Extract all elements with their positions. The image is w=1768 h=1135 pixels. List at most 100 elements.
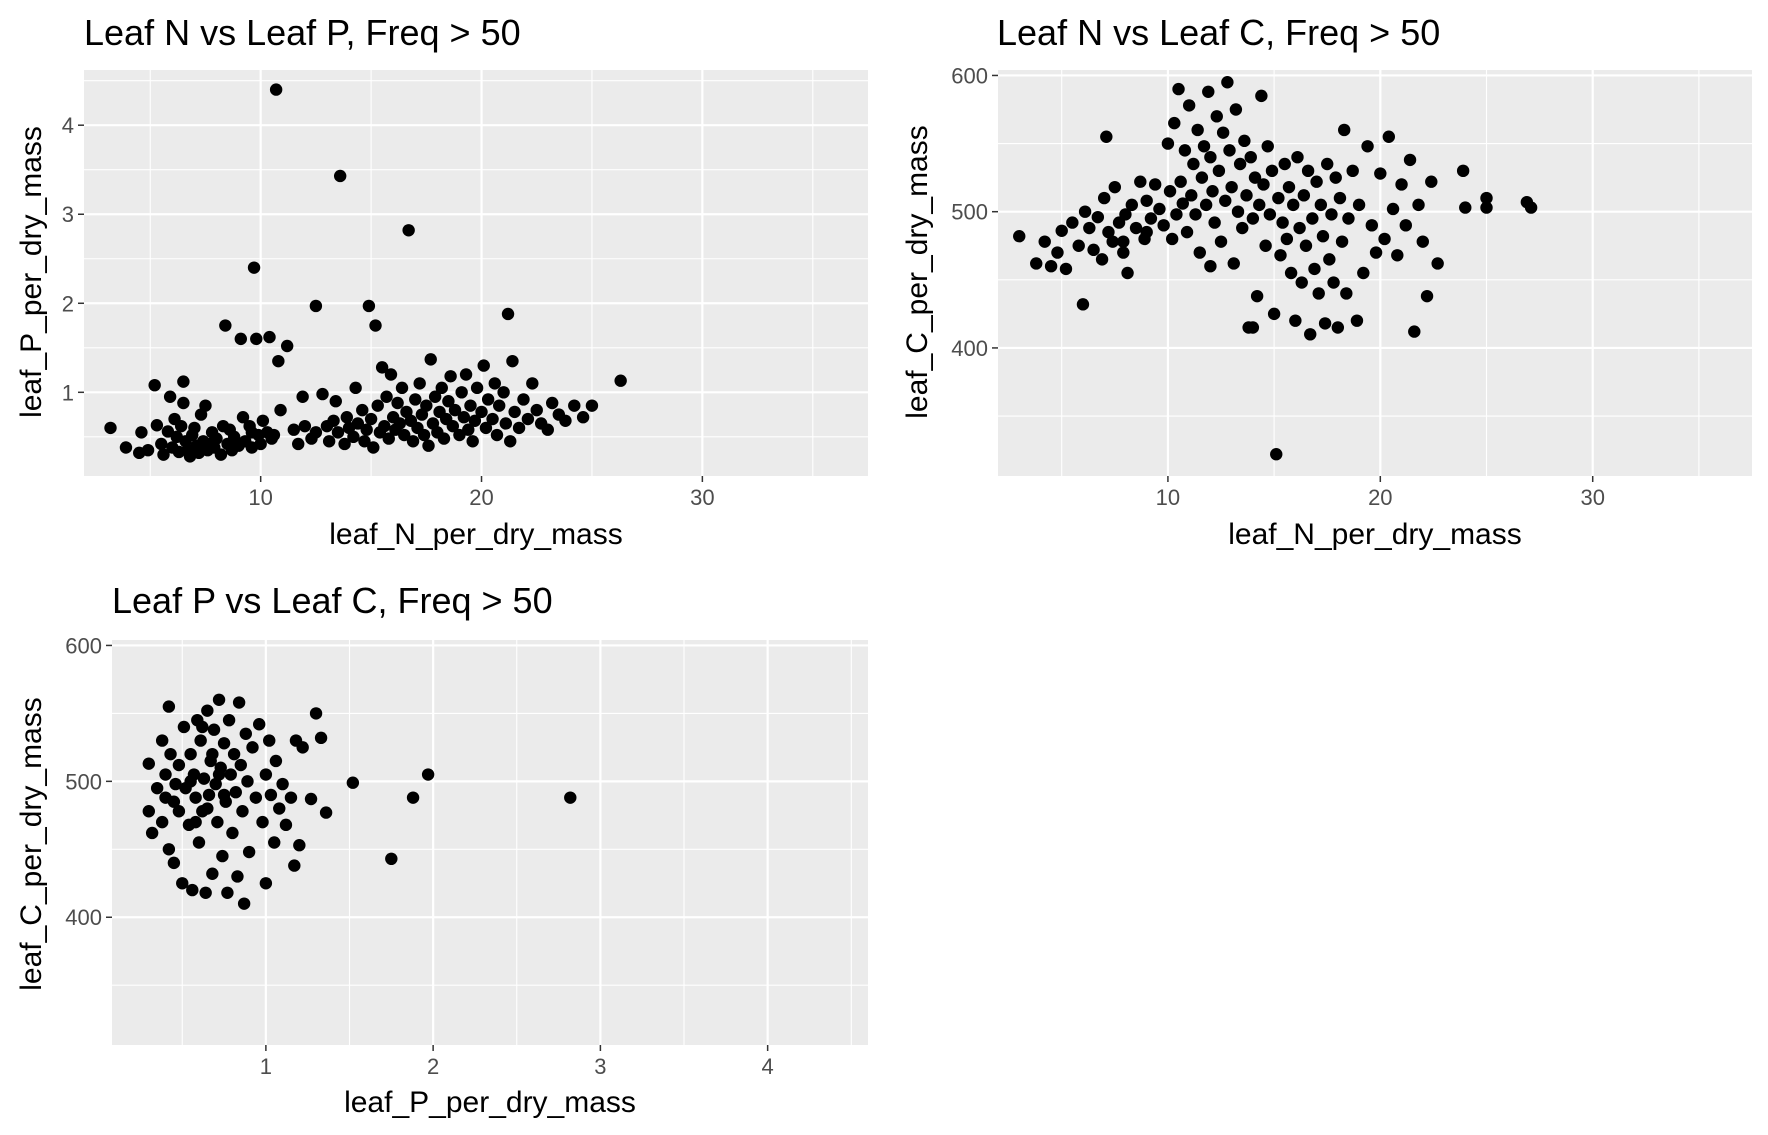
data-point xyxy=(413,377,426,390)
data-point xyxy=(1097,191,1111,205)
data-point xyxy=(192,836,206,849)
data-point xyxy=(424,353,437,366)
data-point xyxy=(162,700,176,713)
data-point xyxy=(1078,205,1092,218)
data-point xyxy=(254,437,267,451)
data-point xyxy=(188,421,201,435)
data-point xyxy=(1253,198,1266,212)
data-point xyxy=(1197,140,1211,153)
data-point xyxy=(1272,191,1285,205)
data-point xyxy=(1295,276,1308,289)
data-point xyxy=(225,443,239,457)
data-point xyxy=(1134,175,1147,188)
data-point xyxy=(1382,130,1396,143)
data-point xyxy=(234,758,247,772)
x-tick-label: 30 xyxy=(690,485,714,510)
data-point xyxy=(164,747,177,761)
data-point xyxy=(247,261,261,274)
data-point xyxy=(393,417,407,430)
x-tick-label: 1 xyxy=(260,1054,272,1079)
data-point xyxy=(442,395,455,408)
plot-area: 10 20 30 1 2 3 4 xyxy=(62,70,868,510)
data-point xyxy=(1255,89,1268,103)
data-point xyxy=(1102,225,1115,239)
data-point xyxy=(1278,157,1291,171)
data-point xyxy=(222,713,236,727)
data-point xyxy=(464,399,477,412)
data-point xyxy=(196,720,209,734)
data-point xyxy=(169,777,182,791)
data-point xyxy=(1140,225,1153,239)
data-point xyxy=(269,83,283,96)
data-point xyxy=(1185,189,1198,202)
data-point xyxy=(1369,246,1383,259)
data-point xyxy=(1204,150,1217,164)
data-point xyxy=(239,727,253,740)
data-point xyxy=(1246,321,1260,334)
data-point xyxy=(1284,266,1298,280)
data-point xyxy=(437,432,451,445)
data-point xyxy=(206,867,219,880)
data-point xyxy=(268,836,281,849)
data-point xyxy=(391,396,404,410)
scatter-panel-n-vs-p: Leaf N vs Leaf P, Freq > 50 10 20 30 1 2 3 4 l… xyxy=(0,0,884,560)
data-point xyxy=(1117,235,1130,248)
data-point xyxy=(351,417,365,430)
data-point xyxy=(202,788,216,802)
data-point xyxy=(1076,298,1090,311)
data-point xyxy=(1365,219,1379,232)
data-point xyxy=(214,448,228,461)
data-point xyxy=(1340,287,1353,300)
data-point xyxy=(1316,230,1330,243)
data-point xyxy=(1106,235,1119,248)
data-point xyxy=(184,775,197,788)
data-point xyxy=(568,399,581,412)
data-point xyxy=(309,299,323,313)
x-tick-label: 2 xyxy=(427,1054,439,1079)
data-point xyxy=(148,378,161,392)
data-point xyxy=(216,849,229,863)
data-point xyxy=(1408,325,1421,338)
x-tick-label: 3 xyxy=(594,1054,606,1079)
y-tick-label: 500 xyxy=(951,200,988,225)
x-axis-label: leaf_P_per_dry_mass xyxy=(344,1086,636,1119)
data-point xyxy=(1144,212,1158,225)
data-point xyxy=(448,403,462,417)
data-point xyxy=(1129,221,1143,235)
data-point xyxy=(1059,262,1073,276)
data-point xyxy=(155,437,168,451)
data-point xyxy=(1524,201,1538,214)
data-point xyxy=(1431,257,1444,270)
data-point xyxy=(1312,287,1325,300)
data-point xyxy=(280,339,294,353)
data-point xyxy=(470,381,484,395)
data-point xyxy=(1350,314,1364,327)
data-point xyxy=(273,802,286,815)
data-point xyxy=(234,332,247,346)
data-point xyxy=(304,792,318,806)
data-point xyxy=(340,411,354,424)
y-tick-label: 2 xyxy=(62,291,74,316)
data-point xyxy=(1044,259,1058,273)
data-point xyxy=(526,377,539,390)
data-point xyxy=(1055,224,1068,237)
data-point xyxy=(1480,191,1493,205)
data-point xyxy=(1403,153,1417,167)
data-point xyxy=(1174,175,1187,188)
y-axis-label: leaf_C_per_dry_mass xyxy=(15,697,48,991)
data-point xyxy=(186,883,199,897)
data-point xyxy=(1087,243,1100,257)
data-point xyxy=(250,332,263,346)
y-tick-label: 600 xyxy=(65,633,102,658)
data-point xyxy=(252,718,266,731)
data-point xyxy=(384,368,398,381)
x-tick-label: 10 xyxy=(1156,485,1180,510)
data-point xyxy=(177,375,190,388)
data-point xyxy=(499,417,513,430)
data-point xyxy=(155,734,169,747)
x-axis-label: leaf_N_per_dry_mass xyxy=(1228,518,1522,551)
data-point xyxy=(1289,314,1302,327)
data-point xyxy=(1095,253,1109,266)
data-point xyxy=(309,707,323,720)
data-point xyxy=(212,693,226,706)
